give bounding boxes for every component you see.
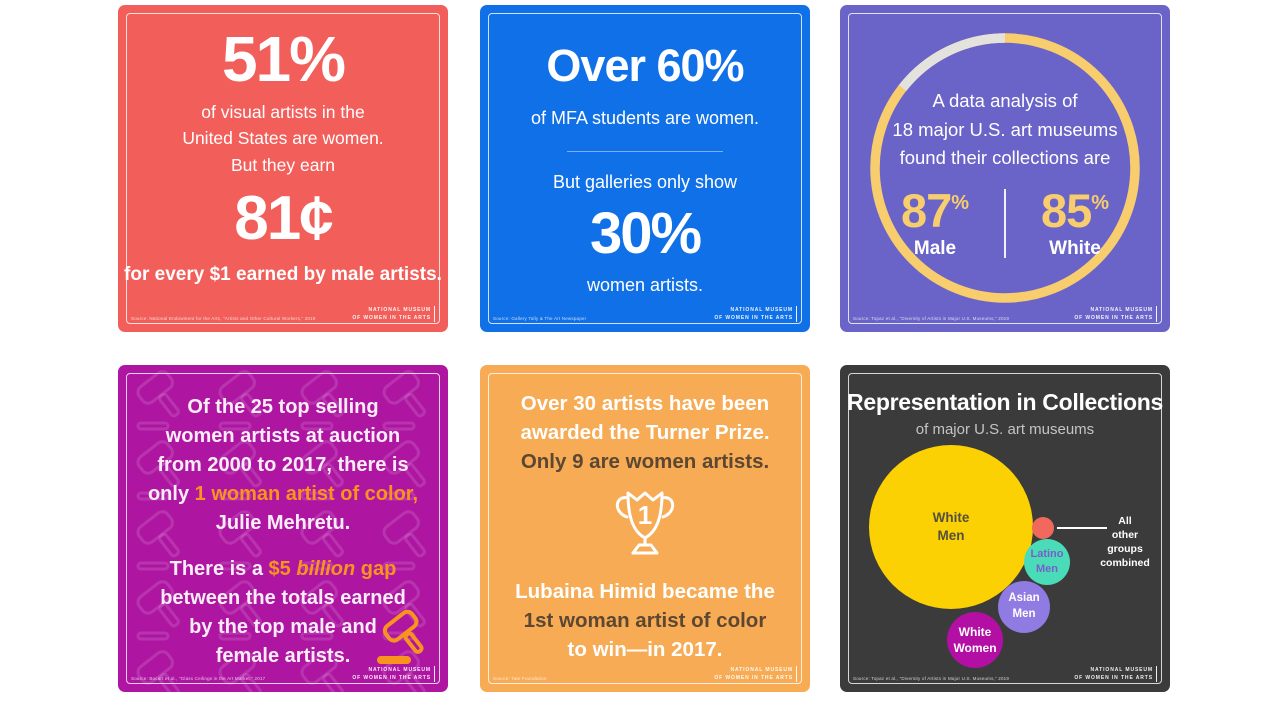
source-caption: Source: Gallery Tally & The Art Newspape… — [493, 316, 587, 321]
bubble-white-men: White Men — [869, 445, 1033, 609]
bubble-all-other-groups — [1032, 517, 1054, 539]
bubble-latino-men: Latino Men — [1024, 539, 1070, 585]
stat-male: 87% Male — [880, 187, 990, 260]
source-caption: Source: Topaz et al., "Diversity of Arti… — [853, 316, 1010, 321]
infographic-card-representation: Representation in Collections of major U… — [840, 365, 1170, 692]
bubble-label: Asian Men — [1008, 592, 1040, 620]
source-caption: Source: Tate Foundation — [493, 676, 547, 681]
stat-white-value: 85 — [1040, 184, 1092, 238]
fact-text: found their collections are — [899, 147, 1111, 169]
stat-white-label: White — [1049, 238, 1101, 260]
nmwa-logo-line1: NATIONAL MUSEUM — [368, 667, 431, 673]
nmwa-logo-line1: NATIONAL MUSEUM — [1090, 667, 1153, 673]
donut-ring — [870, 33, 1140, 303]
trophy-number: 1 — [638, 500, 652, 530]
fact-text: There is a — [169, 558, 269, 580]
nmwa-logo: NATIONAL MUSEUM OF WOMEN IN THE ARTS — [1074, 306, 1157, 322]
stat-male-value: 87 — [900, 184, 952, 238]
divider — [1004, 189, 1006, 259]
nmwa-logo-line2: OF WOMEN IN THE ARTS — [352, 675, 431, 681]
highlight-text: 1st woman artist of color — [523, 609, 767, 632]
nmwa-logo-line2: OF WOMEN IN THE ARTS — [1074, 675, 1153, 681]
nmwa-logo-line1: NATIONAL MUSEUM — [368, 307, 431, 313]
fact-text: women artists. — [586, 275, 704, 295]
fact-text: United States are women. — [182, 128, 384, 149]
bubble-label: Latino Men — [1030, 548, 1064, 575]
fact-text: only 1 woman artist of color, — [118, 480, 448, 509]
nmwa-logo: NATIONAL MUSEUM OF WOMEN IN THE ARTS — [1074, 666, 1157, 682]
nmwa-logo: NATIONAL MUSEUM OF WOMEN IN THE ARTS — [714, 306, 797, 322]
gavel-pattern — [118, 365, 448, 692]
bubble-label: White Women — [953, 624, 997, 655]
stat-30-percent: 30% — [589, 201, 702, 266]
fact-text: Lubaina Himid became the — [515, 580, 775, 603]
chart-subtitle: of major U.S. art museums — [915, 421, 1095, 438]
nmwa-logo-line1: NATIONAL MUSEUM — [1090, 307, 1153, 313]
infographic-card-auction: Of the 25 top selling women artists at a… — [118, 365, 448, 692]
stat-over-60-percent: Over 60% — [546, 40, 744, 91]
fact-text: women artists at auction — [165, 425, 401, 447]
stat-51-percent: 51% — [221, 23, 346, 95]
nmwa-logo: NATIONAL MUSEUM OF WOMEN IN THE ARTS — [352, 306, 435, 322]
nmwa-logo-line2: OF WOMEN IN THE ARTS — [714, 675, 793, 681]
fact-text: A data analysis of — [932, 90, 1078, 111]
fact-text: awarded the Turner Prize. — [520, 421, 770, 444]
fact-text: But galleries only show — [552, 172, 738, 192]
fact-text: from 2000 to 2017, there is — [157, 454, 409, 476]
fact-text: female artists. — [215, 645, 351, 667]
fact-text: There is a $5 billion gap — [118, 555, 448, 584]
infographic-card-museum-collections: A data analysis of 18 major U.S. art mus… — [840, 5, 1170, 332]
stat-white: 85% White — [1020, 187, 1130, 260]
fact-text: of visual artists in the — [201, 102, 365, 122]
source-caption: Source: National Endowment for the Arts,… — [131, 316, 316, 321]
stat-male-label: Male — [913, 238, 957, 260]
percent-sign: % — [951, 192, 970, 215]
infographic-card-mfa: Over 60% of MFA students are women. But … — [480, 5, 810, 332]
gavel-icon — [377, 610, 424, 664]
fact-text: for every $1 earned by male artists. — [124, 263, 442, 285]
nmwa-logo-line1: NATIONAL MUSEUM — [730, 667, 793, 673]
stat-81-cents: 81¢ — [234, 183, 333, 253]
highlight-text: gap — [355, 558, 397, 580]
highlight-text-italic: billion — [296, 558, 356, 580]
bubble-asian-men: Asian Men — [998, 581, 1050, 633]
fact-text: of MFA students are women. — [530, 108, 760, 128]
fact-text: between the totals earned — [160, 587, 406, 609]
fact-text: by the top male and — [189, 616, 377, 638]
highlight-text: 1 woman artist of color, — [194, 483, 419, 505]
infographic-card-turner-prize: Over 30 artists have been awarded the Tu… — [480, 365, 810, 692]
nmwa-logo-line2: OF WOMEN IN THE ARTS — [352, 315, 431, 321]
infographic-card-pay-gap: 51% of visual artists in the United Stat… — [118, 5, 448, 332]
percent-sign: % — [1091, 192, 1110, 215]
source-caption: Source: Topaz et al., "Diversity of Arti… — [853, 676, 1010, 681]
divider — [567, 151, 723, 152]
source-caption: Source: Bocart et al., "Glass Ceilings i… — [131, 676, 266, 681]
annotation-connector-line — [1057, 527, 1107, 529]
fact-text: Of the 25 top selling — [187, 396, 379, 418]
trophy-icon: 1 — [615, 491, 675, 555]
fact-text: to win—in 2017. — [567, 638, 723, 661]
fact-text: only — [147, 483, 195, 505]
nmwa-logo: NATIONAL MUSEUM OF WOMEN IN THE ARTS — [352, 666, 435, 682]
nmwa-logo-line1: NATIONAL MUSEUM — [730, 307, 793, 313]
fact-text: Over 30 artists have been — [520, 392, 770, 415]
fact-text: But they earn — [230, 154, 336, 175]
annotation-label: All other groups combined — [1100, 515, 1150, 569]
fact-text: Julie Mehretu. — [215, 512, 351, 534]
fact-text: 18 major U.S. art museums — [892, 118, 1118, 140]
highlight-text: Only 9 are women artists. — [520, 450, 770, 473]
highlight-text: $5 — [268, 558, 297, 580]
chart-title: Representation in Collections — [847, 389, 1163, 415]
bubble-label: White Men — [932, 509, 970, 543]
nmwa-logo-line2: OF WOMEN IN THE ARTS — [1074, 315, 1153, 321]
nmwa-logo-line2: OF WOMEN IN THE ARTS — [714, 315, 793, 321]
bubble-white-women: White Women — [947, 612, 1003, 668]
nmwa-logo: NATIONAL MUSEUM OF WOMEN IN THE ARTS — [714, 666, 797, 682]
